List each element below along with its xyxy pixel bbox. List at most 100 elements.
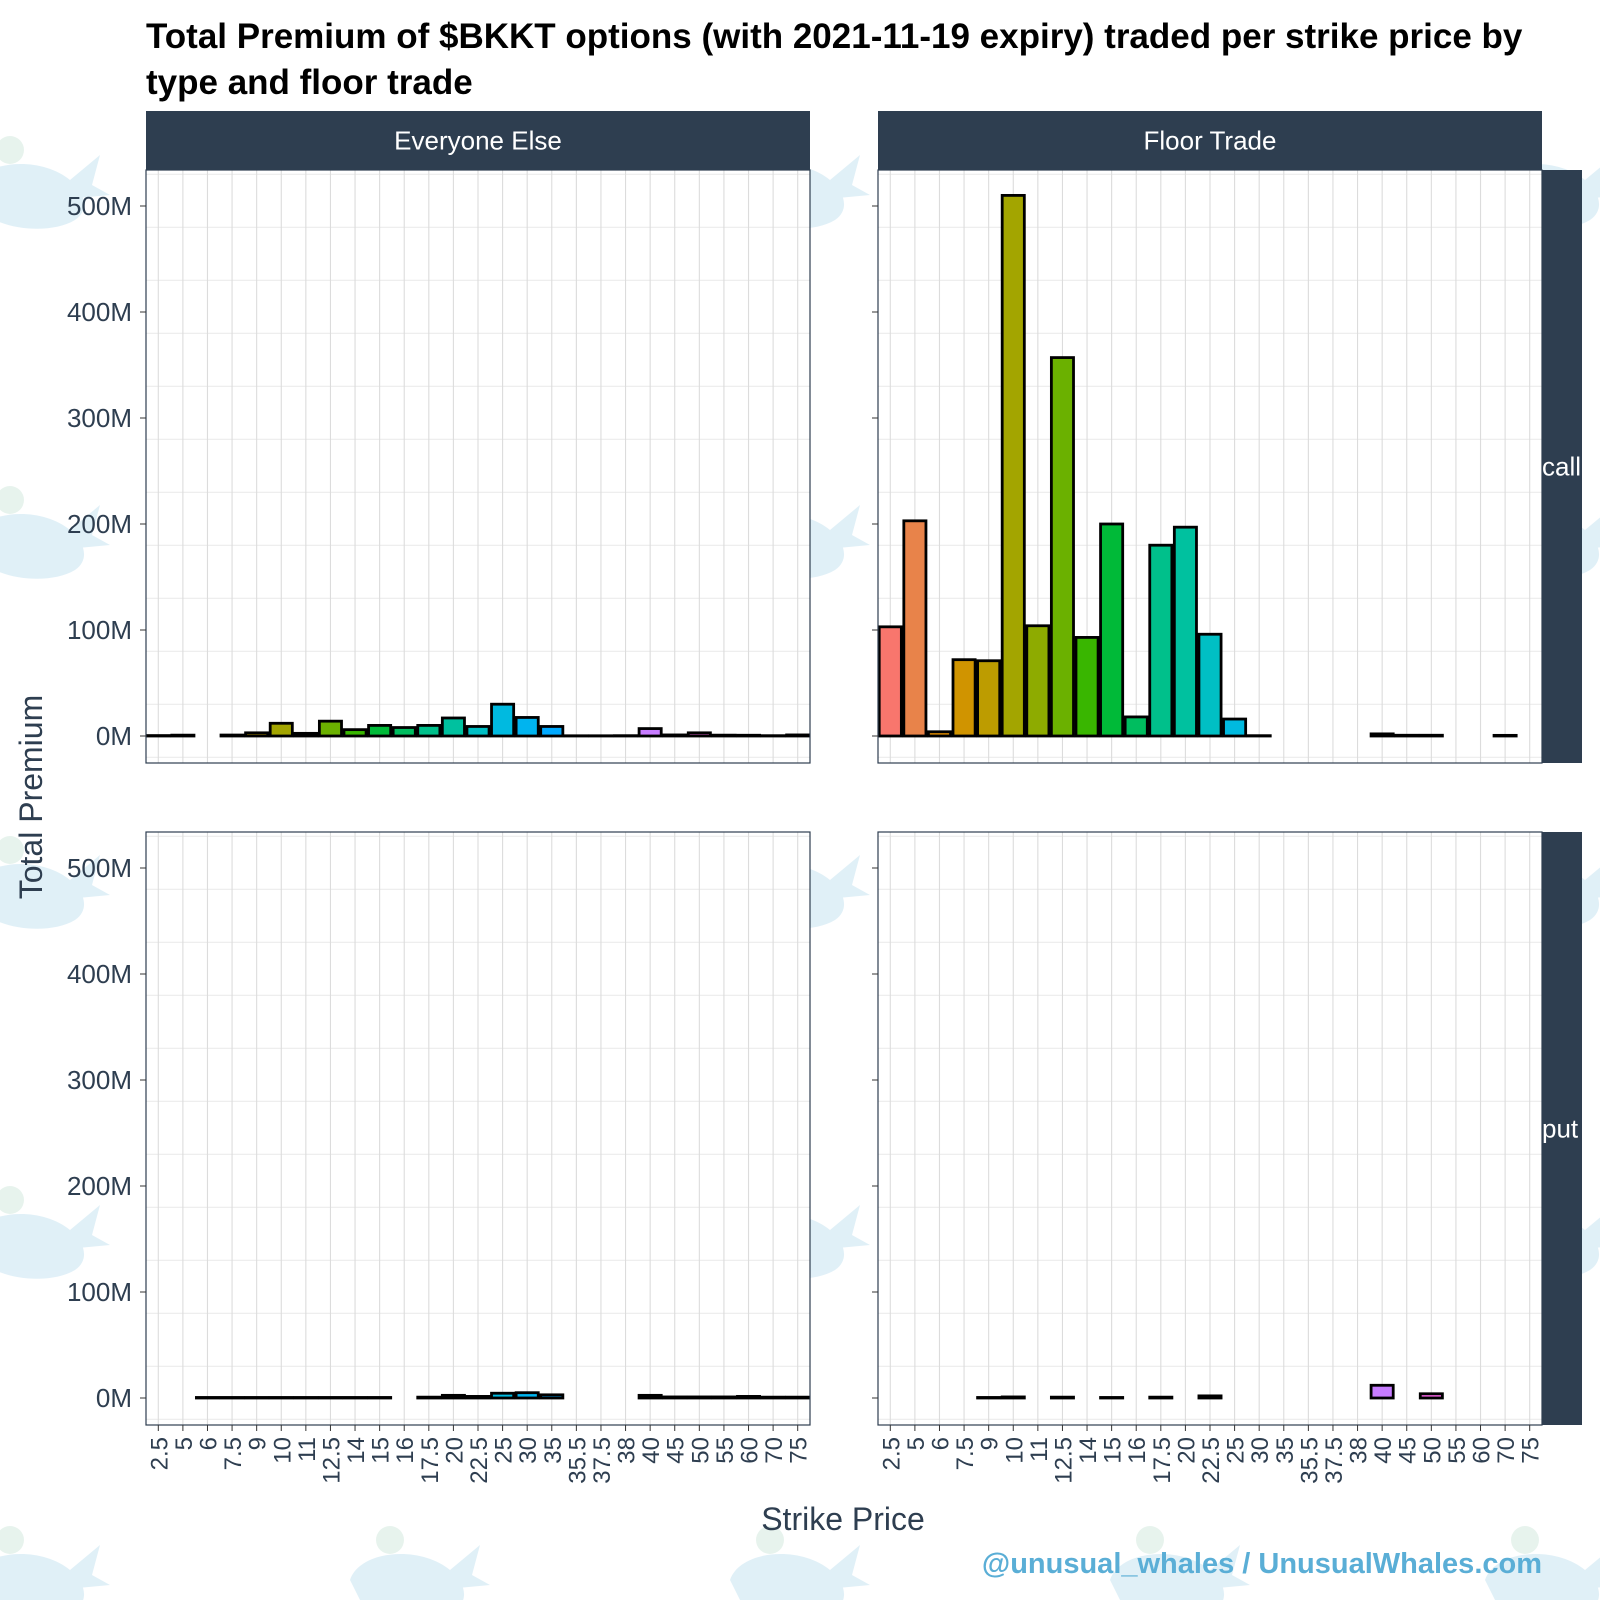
x-tick-label: 37.5 [589,1437,616,1484]
whale-icon [0,1186,110,1279]
x-tick-label: 10 [269,1437,296,1464]
x-tick-label: 15 [368,1437,395,1464]
x-tick-label: 37.5 [1321,1437,1348,1484]
facet-strip-column-label: Everyone Else [394,126,562,156]
bar-strike-2.5 [877,625,903,738]
x-tick-label: 50 [1419,1437,1446,1464]
x-tick-label: 40 [638,1437,665,1464]
x-tick-label: 10 [1001,1437,1028,1464]
x-tick-label: 35 [540,1437,567,1464]
bar-strike-15 [1099,1396,1125,1400]
y-tick-label: 0M [96,721,132,751]
bar-strike-70 [760,1395,786,1400]
x-tick-label: 22.5 [466,1437,493,1484]
bar-strike-10 [268,721,294,738]
bar-strike-40 [1369,732,1395,738]
x-tick-label: 70 [1493,1437,1520,1464]
x-tick-label: 40 [1370,1437,1397,1464]
x-tick-label: 17.5 [417,1437,444,1484]
y-tick-label: 400M [67,297,132,327]
x-tick-label: 16 [1124,1437,1151,1464]
bar-strike-5 [902,519,928,738]
x-tick-label: 6 [927,1437,954,1450]
bar-strike-10 [1000,1395,1026,1400]
panel-floor-trade-put [877,831,1543,1426]
x-tick-label: 6 [195,1437,222,1450]
bar-strike-20 [440,716,466,738]
x-tick-label: 60 [1469,1437,1496,1464]
bar-strike-11 [1025,624,1051,738]
y-tick-label: 500M [67,191,132,221]
bar-strike-6 [195,1396,220,1400]
x-tick-label: 14 [343,1437,370,1464]
x-tick-label: 30 [515,1437,542,1464]
bar-strike-22.5 [1197,632,1223,738]
x-tick-label: 11 [294,1437,321,1462]
bar-strike-11 [293,731,319,738]
bar-strike-15 [1099,522,1125,738]
whale-icon [350,1526,490,1600]
bar-strike-17.5 [1148,543,1174,738]
x-tick-label: 75 [1518,1437,1545,1464]
bar-strike-60 [736,733,761,738]
bar-strike-6 [927,730,952,738]
bar-strike-12.5 [1049,1395,1075,1400]
y-tick-label: 400M [67,959,132,989]
bar-strike-10 [268,1396,294,1400]
whale-icon [730,1526,870,1600]
bar-strike-11 [293,1396,319,1400]
bar-strike-17.5 [416,1395,442,1400]
bar-strike-7.5 [951,658,977,738]
bar-strike-40 [637,1393,663,1400]
panel-floor-trade-call [877,169,1543,764]
x-tick-label: 7.5 [220,1437,247,1470]
x-tick-label: 35 [1272,1437,1299,1464]
panels-layer [145,169,1543,1426]
bar-strike-70 [1492,733,1518,738]
bar-strike-15 [367,724,393,738]
bar-strike-20 [1172,525,1198,738]
x-tick-label: 5 [171,1437,198,1450]
x-tick-label: 35.5 [1296,1437,1323,1484]
bar-strike-60 [736,1395,761,1400]
panel-everyone-else-put [145,831,811,1426]
whale-icon [1485,1526,1600,1600]
bar-strike-17.5 [1148,1395,1174,1400]
x-tick-label: 12.5 [1050,1437,1077,1484]
bar-strike-30 [514,716,540,738]
x-tick-label: 2.5 [146,1437,173,1470]
bar-strike-9 [244,1396,270,1400]
bar-strike-75 [785,733,811,738]
x-tick-label: 35.5 [564,1437,591,1484]
bar-strike-16 [391,726,417,738]
x-tick-label: 30 [1247,1437,1274,1464]
bar-strike-12.5 [317,719,343,738]
x-tick-label: 2.5 [878,1437,905,1470]
x-tick-label: 75 [786,1437,813,1464]
bar-strike-16 [1123,715,1149,738]
facet-strip-column [146,111,810,170]
bar-strike-14 [1074,636,1100,738]
bar-strike-75 [785,1395,811,1400]
x-tick-label: 50 [687,1437,714,1464]
x-tick-label: 17.5 [1149,1437,1176,1484]
whale-icon [1110,1526,1250,1600]
bar-strike-22.5 [465,1395,491,1400]
bar-strike-55 [711,1395,737,1400]
bar-strike-45 [1394,733,1420,738]
y-tick-label: 0M [96,1383,132,1413]
whale-icon [0,836,110,929]
axes-layer: 0M 100M 200M 300M 400M 500M 0M 100M 200M 300M 400M… [67,191,1545,1484]
bar-strike-50 [1418,1392,1444,1400]
bar-strike-14 [342,1396,368,1400]
bar-strike-25 [490,1391,516,1400]
facet-strip-row [1542,832,1582,1425]
bar-strike-40 [1369,1383,1395,1400]
chart-title: Total Premium of $BKKT options (with 202… [146,17,1523,102]
bar-strike-9 [976,1396,1002,1400]
facet-strip-column-label: Floor Trade [1144,126,1277,156]
x-tick-label: 16 [392,1437,419,1464]
x-tick-label: 9 [245,1437,272,1450]
x-tick-label: 38 [1346,1437,1373,1464]
